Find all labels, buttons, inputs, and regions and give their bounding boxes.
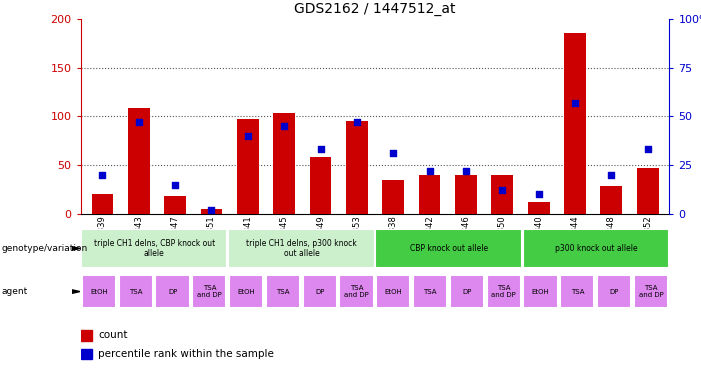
- Point: [133, 119, 144, 125]
- Bar: [118, 275, 153, 308]
- Bar: [164, 196, 186, 214]
- Bar: [413, 275, 447, 308]
- Bar: [237, 119, 259, 214]
- Text: TSA: TSA: [276, 289, 290, 295]
- Text: CBP knock out allele: CBP knock out allele: [409, 244, 488, 253]
- Text: DP: DP: [168, 289, 177, 295]
- Text: triple CH1 delns, CBP knock out
allele: triple CH1 delns, CBP knock out allele: [94, 239, 215, 258]
- Point: [97, 172, 108, 178]
- Point: [569, 100, 580, 106]
- Text: EtOH: EtOH: [385, 289, 402, 295]
- Bar: [273, 113, 295, 214]
- Text: EtOH: EtOH: [532, 289, 550, 295]
- Text: count: count: [98, 330, 128, 340]
- Bar: [81, 229, 227, 268]
- Polygon shape: [72, 246, 80, 250]
- Bar: [303, 275, 336, 308]
- Bar: [81, 330, 93, 340]
- Point: [606, 172, 617, 178]
- Text: TSA
and DP: TSA and DP: [491, 285, 516, 298]
- Text: TSA
and DP: TSA and DP: [639, 285, 663, 298]
- Bar: [486, 275, 521, 308]
- Text: TSA: TSA: [571, 289, 584, 295]
- Text: percentile rank within the sample: percentile rank within the sample: [98, 349, 274, 359]
- Bar: [597, 275, 631, 308]
- Point: [278, 123, 290, 129]
- Bar: [524, 275, 557, 308]
- Point: [533, 191, 544, 197]
- Bar: [455, 175, 477, 214]
- Point: [388, 150, 399, 156]
- Bar: [81, 349, 93, 359]
- Point: [351, 119, 362, 125]
- Bar: [156, 275, 189, 308]
- Bar: [229, 275, 263, 308]
- Text: DP: DP: [610, 289, 619, 295]
- Point: [206, 207, 217, 213]
- Polygon shape: [72, 290, 80, 294]
- Bar: [339, 275, 374, 308]
- Bar: [634, 275, 668, 308]
- Text: TSA
and DP: TSA and DP: [197, 285, 222, 298]
- Text: DP: DP: [315, 289, 325, 295]
- Bar: [376, 229, 522, 268]
- Text: p300 knock out allele: p300 knock out allele: [554, 244, 637, 253]
- Bar: [92, 194, 114, 214]
- Bar: [491, 175, 513, 214]
- Text: EtOH: EtOH: [238, 289, 255, 295]
- Point: [642, 146, 653, 152]
- Text: genotype/variation: genotype/variation: [1, 244, 88, 253]
- Bar: [266, 275, 300, 308]
- Point: [170, 182, 181, 188]
- Bar: [528, 202, 550, 214]
- Bar: [310, 157, 332, 214]
- Text: triple CH1 delns, p300 knock
out allele: triple CH1 delns, p300 knock out allele: [246, 239, 357, 258]
- Text: DP: DP: [463, 289, 472, 295]
- Bar: [418, 175, 440, 214]
- Point: [424, 168, 435, 174]
- Bar: [200, 209, 222, 214]
- Bar: [376, 275, 410, 308]
- Title: GDS2162 / 1447512_at: GDS2162 / 1447512_at: [294, 2, 456, 16]
- Text: TSA: TSA: [129, 289, 142, 295]
- Bar: [82, 275, 116, 308]
- Bar: [600, 186, 622, 214]
- Bar: [637, 168, 658, 214]
- Point: [496, 188, 508, 194]
- Bar: [229, 229, 374, 268]
- Bar: [346, 121, 368, 214]
- Text: TSA: TSA: [423, 289, 437, 295]
- Bar: [382, 180, 404, 214]
- Text: TSA
and DP: TSA and DP: [344, 285, 369, 298]
- Point: [461, 168, 472, 174]
- Point: [243, 133, 254, 139]
- Bar: [560, 275, 594, 308]
- Bar: [192, 275, 226, 308]
- Bar: [128, 108, 150, 214]
- Point: [315, 146, 326, 152]
- Text: agent: agent: [1, 287, 27, 296]
- Bar: [564, 33, 586, 214]
- Bar: [450, 275, 484, 308]
- Bar: [523, 229, 669, 268]
- Text: EtOH: EtOH: [90, 289, 108, 295]
